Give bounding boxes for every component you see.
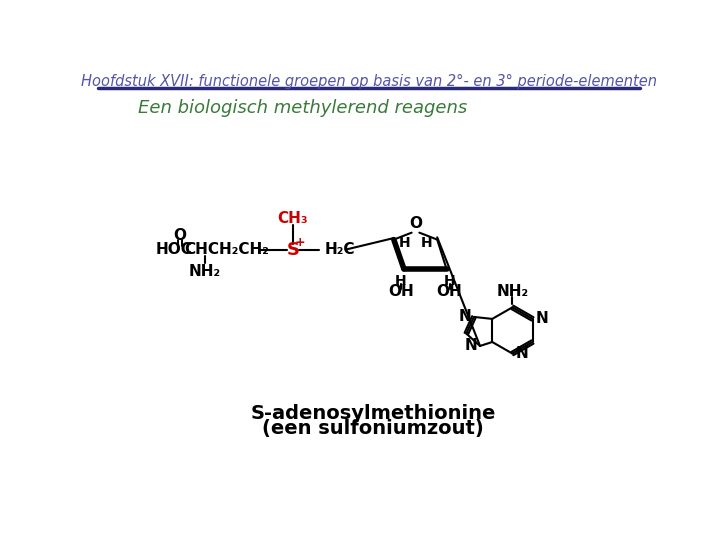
Text: O: O xyxy=(174,228,186,243)
Text: H: H xyxy=(395,274,407,288)
Text: N: N xyxy=(464,339,477,354)
Text: O: O xyxy=(409,216,422,231)
Text: H: H xyxy=(420,235,432,249)
Text: NH₂: NH₂ xyxy=(189,264,221,279)
Text: S: S xyxy=(287,241,300,259)
Text: CH₃: CH₃ xyxy=(278,211,308,226)
Text: OH: OH xyxy=(388,285,414,300)
Text: HOC: HOC xyxy=(156,242,193,257)
Text: S-adenosylmethionine: S-adenosylmethionine xyxy=(250,404,495,423)
Text: +: + xyxy=(294,236,305,249)
Text: H₂C: H₂C xyxy=(325,242,356,257)
Text: N: N xyxy=(516,346,528,361)
Text: N: N xyxy=(536,312,548,326)
Text: NH₂: NH₂ xyxy=(496,285,528,300)
Text: H: H xyxy=(399,235,410,249)
Text: Een biologisch methylerend reagens: Een biologisch methylerend reagens xyxy=(138,99,467,117)
Text: H: H xyxy=(444,274,456,288)
Text: (een sulfoniumzout): (een sulfoniumzout) xyxy=(262,418,484,438)
Text: Hoofdstuk XVII: functionele groepen op basis van 2°- en 3° periode-elementen: Hoofdstuk XVII: functionele groepen op b… xyxy=(81,74,657,89)
Text: CHCH₂CH₂: CHCH₂CH₂ xyxy=(184,242,269,257)
Text: OH: OH xyxy=(437,285,462,300)
Text: N: N xyxy=(458,309,471,325)
